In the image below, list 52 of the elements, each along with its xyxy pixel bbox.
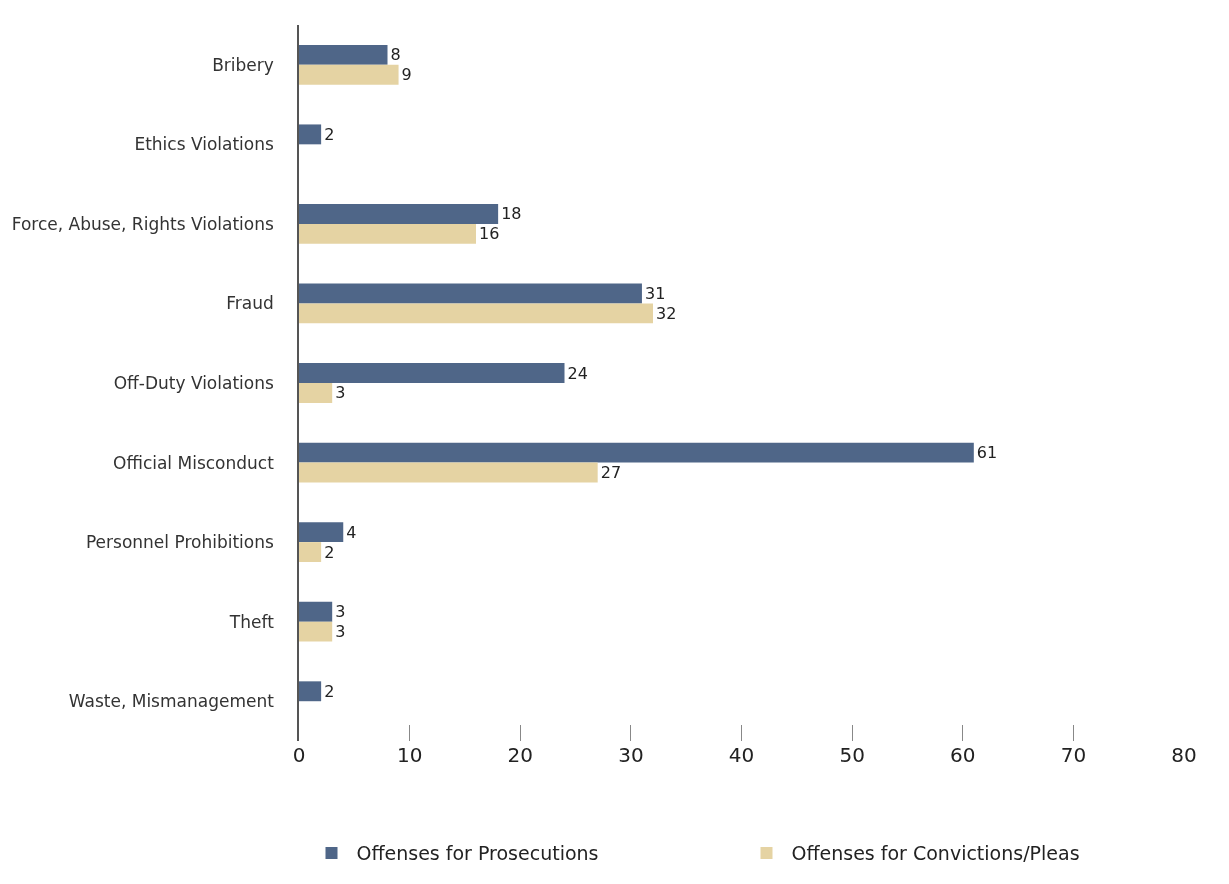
x-tick-label: 70 [1060, 743, 1087, 767]
data-label: 4 [346, 522, 357, 542]
bar [299, 442, 974, 463]
bar [299, 44, 388, 65]
legend-label: Offenses for Prosecutions [356, 842, 599, 865]
bar [299, 64, 399, 85]
x-tick-label: 50 [839, 743, 865, 767]
y-tick-label: Waste, Mismanagement [68, 691, 275, 712]
data-label: 18 [501, 204, 522, 224]
bar [299, 601, 333, 622]
data-label: 16 [479, 224, 500, 244]
data-label: 27 [600, 463, 622, 482]
data-label: 2 [324, 681, 335, 701]
data-label: 3 [335, 602, 346, 622]
data-label: 2 [324, 542, 335, 562]
bar [299, 363, 565, 383]
y-tick-label: Official Misconduct [113, 452, 275, 473]
bar [299, 223, 476, 244]
bar [299, 462, 598, 483]
bar [299, 681, 322, 702]
bar [299, 204, 499, 224]
data-label: 61 [976, 443, 998, 463]
bar [299, 542, 322, 562]
data-label: 9 [401, 65, 412, 85]
x-tick-label: 0 [292, 743, 306, 767]
bar [299, 621, 333, 642]
x-tick-label: 40 [728, 743, 755, 767]
data-label: 3 [335, 383, 346, 403]
data-label: 2 [324, 124, 335, 144]
x-tick-label: 30 [618, 743, 644, 767]
x-tick-label: 80 [1171, 743, 1197, 767]
x-tick-label: 20 [507, 743, 533, 767]
y-tick-label: Bribery [212, 54, 274, 75]
data-label: 8 [390, 45, 401, 65]
bar [299, 522, 344, 543]
data-label: 3 [335, 622, 346, 642]
x-tick-label: 60 [950, 743, 976, 767]
y-tick-label: Theft [228, 611, 275, 632]
bar [299, 124, 322, 145]
legend-label: Offenses for Convictions/Pleas [791, 842, 1080, 865]
y-tick-label: Ethics Violations [134, 134, 274, 155]
data-label: 32 [656, 303, 677, 323]
y-tick-label: Fraud [226, 293, 274, 314]
y-tick-label: Off-Duty Violations [113, 372, 274, 393]
data-label: 31 [644, 284, 666, 303]
y-tick-label: Force, Abuse, Rights Violations [11, 213, 274, 234]
bar [299, 303, 653, 324]
bar [299, 283, 642, 304]
x-tick-label: 10 [396, 743, 423, 767]
bar [299, 383, 333, 403]
data-label: 24 [567, 363, 588, 383]
y-tick-label: Personnel Prohibitions [85, 532, 274, 553]
